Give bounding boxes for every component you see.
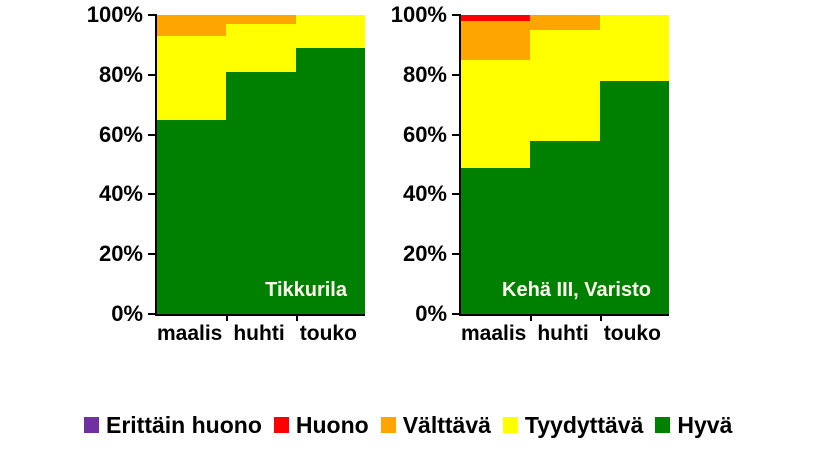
segment-hyva xyxy=(599,80,669,314)
x-axis-label-huhti: huhti xyxy=(233,322,285,345)
x-axis-label-touko: touko xyxy=(299,322,357,345)
bars-group xyxy=(461,15,669,314)
plot-area: Tikkurila xyxy=(155,15,365,316)
x-axis-label-huhti: huhti xyxy=(537,322,589,345)
y-axis-tick-label: 60% xyxy=(402,121,447,147)
segment-hyva xyxy=(226,71,296,314)
segment-valttava xyxy=(461,21,531,60)
bar-maalis xyxy=(461,15,531,314)
y-axis-tick-mark xyxy=(148,253,157,256)
segment-valttava xyxy=(226,15,296,24)
y-axis-tick-mark xyxy=(452,193,461,196)
legend-label-valttava: Välttävä xyxy=(402,412,491,438)
segment-tyydyttava xyxy=(461,59,531,168)
x-axis-label-maalis: maalis xyxy=(156,322,223,345)
segment-tyydyttava xyxy=(157,35,227,120)
bar-huhti xyxy=(226,15,296,314)
segment-hyva xyxy=(461,167,531,314)
segment-tyydyttava xyxy=(599,15,669,81)
segment-hyva xyxy=(157,119,227,314)
legend-label-huono: Huono xyxy=(295,412,369,438)
y-axis-tick-label: 100% xyxy=(86,2,143,27)
segment-huono xyxy=(461,15,531,22)
segment-hyva xyxy=(530,140,600,314)
legend-item-valttava: Välttävä xyxy=(380,412,491,438)
legend-swatch-huono xyxy=(273,417,289,433)
bar-huhti xyxy=(530,15,600,314)
x-axis-tick-mark xyxy=(295,316,298,321)
x-axis-tick-mark xyxy=(599,316,602,321)
legend-label-tyydyttava: Tyydyttävä xyxy=(524,412,644,438)
bar-touko xyxy=(599,15,669,314)
bars-group xyxy=(157,15,365,314)
y-axis-tick-mark xyxy=(452,73,461,76)
y-axis-tick-mark xyxy=(452,14,461,16)
y-axis-tick-label: 100% xyxy=(390,2,447,27)
plot-title: Kehä III, Varisto xyxy=(502,279,651,301)
y-axis-tick-mark xyxy=(452,133,461,136)
y-axis-tick-label: 40% xyxy=(402,181,447,207)
y-axis-tick-label: 20% xyxy=(402,241,447,267)
y-axis-tick-mark xyxy=(148,14,157,16)
x-axis-label-maalis: maalis xyxy=(460,322,527,345)
legend-swatch-valttava xyxy=(380,417,396,433)
legend-swatch-erittain-huono xyxy=(84,417,99,433)
legend-label-erittain-huono: Erittäin huono xyxy=(106,412,262,438)
legend-item-erittain-huono: Erittäin huono xyxy=(84,412,262,438)
y-axis-tick-label: 60% xyxy=(98,121,143,147)
y-axis-tick-label: 0% xyxy=(111,301,143,326)
x-axis-tick-mark xyxy=(226,316,229,321)
y-axis-tick-mark xyxy=(148,133,157,136)
y-axis-tick-label: 80% xyxy=(98,61,143,87)
y-axis-tick-label: 40% xyxy=(98,181,143,207)
segment-valttava xyxy=(157,15,227,36)
y-axis-tick-label: 0% xyxy=(415,301,447,326)
segment-valttava xyxy=(530,15,600,30)
y-axis-tick-mark xyxy=(148,193,157,196)
segment-tyydyttava xyxy=(226,23,296,72)
legend-item-hyva: Hyvä xyxy=(655,412,732,438)
plot-title: Tikkurila xyxy=(265,279,347,301)
y-axis-tick-mark xyxy=(452,253,461,256)
y-axis-tick-mark xyxy=(148,73,157,76)
legend-item-huono: Huono xyxy=(273,412,369,438)
y-axis-tick-label: 20% xyxy=(98,241,143,267)
segment-tyydyttava xyxy=(295,15,365,48)
x-axis-tick-mark xyxy=(530,316,533,321)
chart-tikkurila: 0% 20% 40% 60% 80% 100% maalis huhti touko Tikkur… xyxy=(55,0,385,370)
plot-area: Kehä III, Varisto xyxy=(459,15,669,316)
segment-hyva xyxy=(295,47,365,314)
legend-item-tyydyttava: Tyydyttävä xyxy=(502,412,644,438)
legend-label-hyva: Hyvä xyxy=(677,412,733,438)
legend-swatch-hyva xyxy=(655,417,671,433)
y-axis-tick-label: 80% xyxy=(402,61,447,87)
chart-keha-iii-varisto: 0% 20% 40% 60% 80% 100% maalis huhti touko Kehä I… xyxy=(359,0,689,370)
bar-touko xyxy=(295,15,365,314)
chart-legend: Erittäin huono Huono Välttävä Tyydyttävä Hyv… xyxy=(84,412,732,438)
legend-swatch-tyydyttava xyxy=(502,417,518,433)
bar-maalis xyxy=(157,15,227,314)
x-axis-label-touko: touko xyxy=(603,322,661,345)
y-axis-tick-mark xyxy=(452,313,461,315)
y-axis-tick-mark xyxy=(148,313,157,315)
segment-tyydyttava xyxy=(530,29,600,141)
